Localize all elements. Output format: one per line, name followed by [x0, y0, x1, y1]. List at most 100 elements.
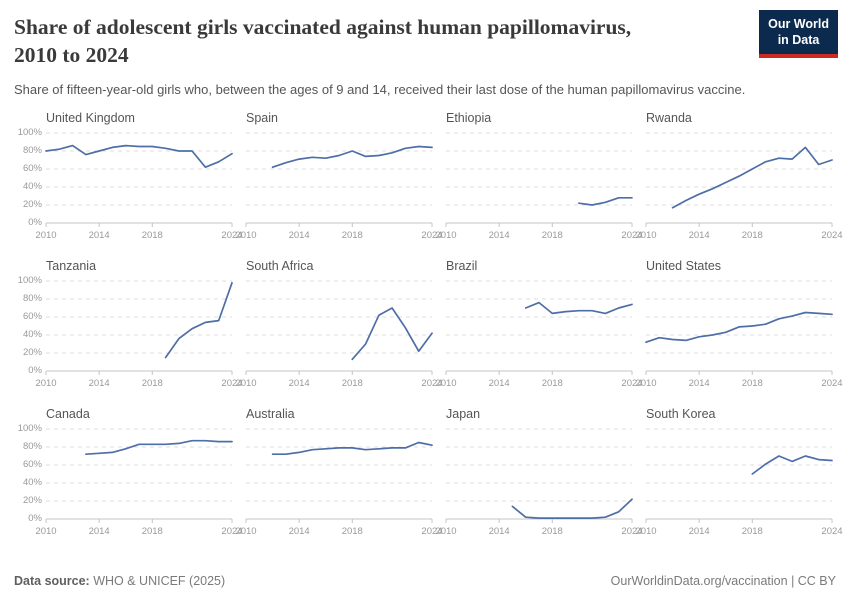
series-line-united-kingdom: [45, 144, 233, 168]
page-title-line1: Share of adolescent girls vaccinated aga…: [14, 15, 632, 39]
chart-title-rwanda: Rwanda: [646, 110, 692, 125]
y-axis-tick-label: 60%: [22, 310, 42, 322]
x-axis-tick-label: 2010: [235, 526, 256, 537]
x-axis-tick-label: 2024: [621, 526, 642, 537]
x-axis-tick-label: 2010: [235, 378, 256, 389]
series-line-south-korea: [751, 454, 833, 475]
x-axis-tick-label: 2018: [142, 230, 163, 241]
y-axis-tick-label: 60%: [22, 162, 42, 174]
chart-plot-brazil: 2010 2014 2018 2024: [435, 280, 643, 389]
page-subtitle: Share of fifteen-year-old girls who, bet…: [14, 82, 746, 98]
chart-plot-japan: 2010 2014 2018 2024: [435, 428, 643, 537]
x-axis-tick-label: 2014: [489, 526, 510, 537]
chart-cell-australia: Australia 2010 2014 2018 2024: [235, 405, 442, 537]
chart-cell-canada: 100% 80% 60% 40% 20% 0% Canada 2010 2014 2018 2024: [18, 405, 243, 537]
series-line-united-states: [645, 311, 833, 343]
owid-logo-line1: Our World: [768, 17, 829, 31]
y-axis-tick-label: 20%: [22, 494, 42, 506]
x-axis-tick-label: 2010: [435, 378, 456, 389]
chart-title-united-kingdom: United Kingdom: [46, 110, 135, 125]
y-axis-tick-label: 0%: [28, 512, 42, 524]
x-axis-tick-label: 2018: [342, 230, 363, 241]
chart-plot-tanzania: 2010 2014 2018 2024: [35, 280, 243, 389]
y-axis-tick-label: 80%: [22, 440, 42, 452]
x-axis-tick-label: 2024: [821, 526, 842, 537]
series-line-tanzania: [164, 281, 233, 358]
chart-cell-south-korea: South Korea 2010 2014 2018 2024: [635, 405, 843, 537]
x-axis-tick-label: 2010: [435, 526, 456, 537]
series-line-brazil: [524, 301, 633, 314]
chart-title-south-korea: South Korea: [646, 406, 716, 421]
x-axis-tick-label: 2010: [35, 526, 56, 537]
x-axis-tick-label: 2010: [435, 230, 456, 241]
chart-title-ethiopia: Ethiopia: [446, 110, 492, 125]
x-axis-tick-label: 2018: [542, 230, 563, 241]
y-axis-tick-label: 0%: [28, 216, 42, 228]
chart-title-japan: Japan: [446, 406, 481, 421]
chart-cell-united-kingdom: 100% 80% 60% 40% 20% 0% United Kingdom 2010 2014…: [18, 109, 243, 241]
x-axis-tick-label: 2014: [289, 230, 310, 241]
chart-cell-tanzania: 100% 80% 60% 40% 20% 0% Tanzania 2010 2014 2018 20…: [18, 257, 243, 389]
y-axis-labels: 100% 80% 60% 40% 20% 0%: [8, 124, 42, 232]
x-axis-tick-label: 2014: [489, 378, 510, 389]
x-axis-tick-label: 2010: [35, 230, 56, 241]
x-axis-tick-label: 2024: [221, 526, 242, 537]
x-axis-tick-label: 2010: [635, 230, 656, 241]
x-axis-tick-label: 2014: [89, 526, 110, 537]
x-axis-tick-label: 2014: [689, 526, 710, 537]
chart-title-canada: Canada: [46, 406, 90, 421]
x-axis-tick-label: 2014: [289, 526, 310, 537]
x-axis-tick-label: 2018: [342, 378, 363, 389]
x-axis-tick-label: 2014: [89, 378, 110, 389]
chart-cell-rwanda: Rwanda 2010 2014 2018 2024: [635, 109, 843, 241]
attribution-text: OurWorldinData.org/vaccination | CC BY: [610, 574, 836, 588]
y-axis-tick-label: 40%: [22, 476, 42, 488]
chart-title-spain: Spain: [246, 110, 278, 125]
owid-logo: Our World in Data: [759, 10, 838, 59]
y-axis-tick-label: 0%: [28, 364, 42, 376]
x-axis-tick-label: 2024: [821, 230, 842, 241]
x-axis-tick-label: 2018: [342, 526, 363, 537]
chart-cell-ethiopia: Ethiopia 2010 2014 2018 2024: [435, 109, 643, 241]
chart-plot-spain: 2010 2014 2018 2024: [235, 132, 443, 241]
x-axis-tick-label: 2014: [689, 378, 710, 389]
series-line-ethiopia: [578, 196, 633, 206]
series-line-japan: [511, 497, 633, 519]
x-axis-tick-label: 2018: [142, 526, 163, 537]
chart-plot-united-kingdom: 2010 2014 2018 2024: [35, 132, 243, 241]
chart-plot-rwanda: 2010 2014 2018 2024: [635, 132, 843, 241]
x-axis-tick-label: 2010: [235, 230, 256, 241]
page-title: Share of adolescent girls vaccinated aga…: [14, 14, 836, 69]
series-line-canada: [85, 439, 233, 455]
x-axis-tick-label: 2024: [421, 378, 442, 389]
y-axis-tick-label: 80%: [22, 292, 42, 304]
chart-plot-south-africa: 2010 2014 2018 2024: [235, 280, 443, 389]
x-axis-tick-label: 2010: [635, 378, 656, 389]
x-axis-tick-label: 2024: [221, 230, 242, 241]
x-axis-tick-label: 2010: [35, 378, 56, 389]
page-title-line2: 2010 to 2024: [14, 42, 129, 67]
chart-plot-south-korea: 2010 2014 2018 2024: [635, 428, 843, 537]
owid-logo-line2: in Data: [777, 32, 820, 47]
series-line-rwanda: [671, 146, 833, 209]
chart-cell-united-states: United States 2010 2014 2018 2024: [635, 257, 843, 389]
y-axis-tick-label: 100%: [17, 126, 42, 138]
x-axis-tick-label: 2014: [489, 230, 510, 241]
chart-cell-japan: Japan 2010 2014 2018 2024: [435, 405, 643, 537]
x-axis-tick-label: 2018: [142, 378, 163, 389]
chart-title-south-africa: South Africa: [246, 258, 314, 273]
chart-title-brazil: Brazil: [446, 258, 478, 273]
y-axis-tick-label: 40%: [22, 180, 42, 192]
chart-plot-canada: 2010 2014 2018 2024: [35, 428, 243, 537]
chart-title-australia: Australia: [246, 406, 295, 421]
y-axis-tick-label: 100%: [17, 274, 42, 286]
chart-cell-brazil: Brazil 2010 2014 2018 2024: [435, 257, 643, 389]
x-axis-tick-label: 2024: [621, 378, 642, 389]
chart-plot-united-states: 2010 2014 2018 2024: [635, 280, 843, 389]
data-source-label: Data source:: [14, 574, 90, 588]
chart-plot-ethiopia: 2010 2014 2018 2024: [435, 132, 643, 241]
x-axis-tick-label: 2018: [542, 378, 563, 389]
data-source: Data source: WHO & UNICEF (2025): [14, 574, 225, 588]
charts-grid: 100% 80% 60% 40% 20% 0% United Kingdom 2010 2014…: [18, 109, 843, 537]
